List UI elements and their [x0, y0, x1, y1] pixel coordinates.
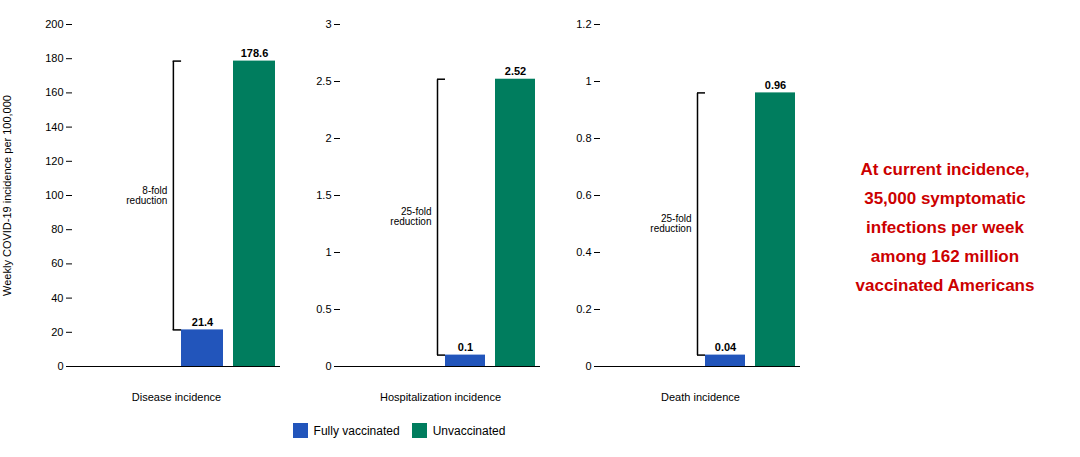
svg-text:20: 20: [51, 326, 63, 338]
svg-text:80: 80: [51, 223, 63, 235]
svg-text:40: 40: [51, 292, 63, 304]
svg-text:100: 100: [45, 189, 63, 201]
svg-text:1: 1: [325, 246, 331, 258]
svg-text:0.04: 0.04: [715, 341, 737, 353]
svg-text:0.8: 0.8: [576, 132, 591, 144]
svg-text:1.2: 1.2: [576, 18, 591, 30]
svg-text:25-foldreduction: 25-foldreduction: [390, 206, 431, 227]
svg-text:0: 0: [585, 360, 591, 372]
svg-text:0.4: 0.4: [576, 246, 591, 258]
svg-text:160: 160: [45, 86, 63, 98]
html-text:At current incidence, 35,000 s: At current incidence, 35,000 symptomatic…: [855, 160, 1035, 295]
svg-text:140: 140: [45, 121, 63, 133]
svg-text:1.5: 1.5: [316, 189, 331, 201]
html-text:Fully vaccinated: Fully vaccinated: [313, 423, 400, 438]
svg-text:180: 180: [45, 52, 63, 64]
svg-text:2.5: 2.5: [316, 75, 331, 87]
svg-text:60: 60: [51, 257, 63, 269]
svg-text:200: 200: [45, 18, 63, 30]
svg-text:25-foldreduction: 25-foldreduction: [650, 213, 691, 234]
svg-text:8-foldreduction: 8-foldreduction: [126, 185, 167, 206]
svg-text:Hospitalization incidence: Hospitalization incidence: [380, 391, 501, 403]
svg-text:0.2: 0.2: [576, 303, 591, 315]
svg-text:0.6: 0.6: [576, 189, 591, 201]
svg-text:178.6: 178.6: [241, 47, 269, 59]
svg-text:2.52: 2.52: [505, 65, 526, 77]
svg-text:0: 0: [325, 360, 331, 372]
svg-text:3: 3: [325, 18, 331, 30]
svg-text:1: 1: [585, 75, 591, 87]
html-text:Unvaccinated: Unvaccinated: [432, 423, 506, 438]
svg-text:0.96: 0.96: [765, 79, 786, 91]
svg-text:Weekly COVID-19 incidence per: Weekly COVID-19 incidence per 100,000: [1, 95, 13, 296]
svg-text:21.4: 21.4: [192, 316, 214, 328]
svg-text:2: 2: [325, 132, 331, 144]
svg-text:0: 0: [57, 360, 63, 372]
svg-text:120: 120: [45, 155, 63, 167]
svg-text:0.1: 0.1: [458, 341, 473, 353]
svg-text:Disease incidence: Disease incidence: [132, 391, 221, 403]
svg-text:0.5: 0.5: [316, 303, 331, 315]
svg-text:Death incidence: Death incidence: [661, 391, 740, 403]
